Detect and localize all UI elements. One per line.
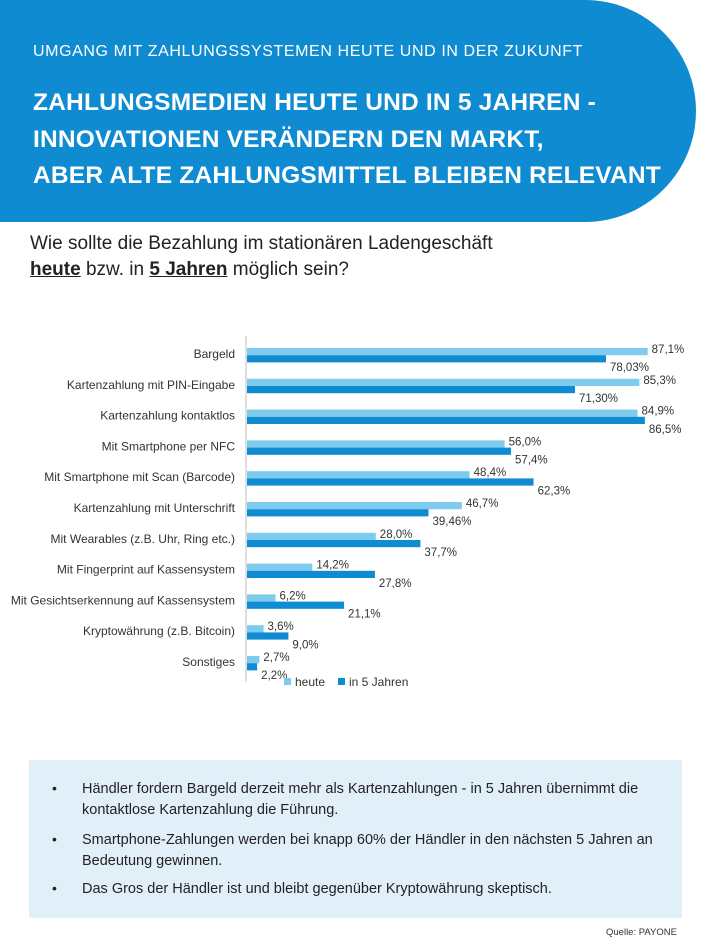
value-label-heute: 87,1% (652, 344, 685, 356)
value-label-in-5-jahren: 27,8% (379, 578, 412, 590)
value-label-heute: 2,7% (263, 652, 289, 664)
legend-label-heute: heute (295, 675, 325, 689)
legend-label-in-5-jahren: in 5 Jahren (349, 675, 408, 689)
bar-heute (247, 656, 260, 664)
bar-heute (247, 625, 264, 633)
value-label-in-5-jahren: 21,1% (348, 609, 381, 621)
source-note: Quelle: PAYONE (606, 927, 677, 938)
bar-in-5-jahren (247, 478, 534, 486)
bar-in-5-jahren (247, 632, 289, 640)
category-label: Mit Wearables (z.B. Uhr, Ring etc.) (51, 532, 236, 546)
bar-heute (247, 440, 505, 448)
finding-3: Das Gros der Händler ist und bleibt gege… (82, 881, 552, 897)
bar-heute (247, 563, 313, 571)
value-label-in-5-jahren: 9,0% (292, 639, 318, 651)
value-label-in-5-jahren: 86,5% (649, 424, 682, 436)
bar-heute (247, 532, 376, 540)
bar-heute (247, 594, 276, 602)
value-label-heute: 6,2% (280, 590, 306, 602)
category-label: Sonstiges (182, 655, 235, 669)
value-label-heute: 84,9% (642, 406, 675, 418)
bar-in-5-jahren (247, 509, 429, 517)
headline-line-1: ZAHLUNGSMEDIEN HEUTE UND IN 5 JAHREN - (33, 89, 596, 116)
value-label-heute: 48,4% (474, 467, 507, 479)
legend-swatch-in-5-jahren (338, 678, 345, 685)
bar-in-5-jahren (247, 355, 606, 363)
category-label: Kartenzahlung kontaktlos (100, 409, 235, 423)
value-label-heute: 3,6% (268, 621, 294, 633)
header-kicker: UMGANG MIT ZAHLUNGSSYSTEMEN HEUTE UND IN… (33, 43, 584, 60)
value-label-in-5-jahren: 2,2% (261, 670, 287, 682)
question-text-3: möglich sein? (227, 259, 349, 280)
value-label-in-5-jahren: 39,46% (433, 516, 472, 528)
value-label-heute: 56,0% (509, 436, 542, 448)
value-label-in-5-jahren: 78,03% (610, 362, 649, 374)
bar-chart: Bargeld 87,1%78,03% Kartenzahlung mit PIN-… (11, 336, 685, 689)
value-label-in-5-jahren: 37,7% (424, 547, 457, 559)
value-label-heute: 14,2% (316, 560, 349, 572)
bar-heute (247, 471, 470, 479)
bar-heute (247, 348, 648, 356)
value-label-in-5-jahren: 57,4% (515, 455, 548, 467)
bar-in-5-jahren (247, 663, 258, 671)
value-label-in-5-jahren: 62,3% (538, 485, 571, 497)
category-label: Mit Gesichtserkennung auf Kassensystem (11, 593, 235, 607)
category-label: Mit Smartphone per NFC (102, 439, 236, 453)
header-banner: UMGANG MIT ZAHLUNGSSYSTEMEN HEUTE UND IN… (0, 0, 696, 222)
legend-swatch-heute (284, 678, 291, 685)
bar-heute (247, 502, 462, 510)
category-label: Mit Fingerprint auf Kassensystem (57, 563, 235, 577)
value-label-in-5-jahren: 71,30% (579, 393, 618, 405)
finding-2: Smartphone-Zahlungen werden bei knapp 60… (82, 832, 653, 869)
question-emphasis-5-years: 5 Jahren (149, 259, 228, 280)
value-label-heute: 46,7% (466, 498, 499, 510)
bar-in-5-jahren (247, 570, 375, 578)
question-text-1: Wie sollte die Bezahlung im stationären … (30, 233, 493, 254)
headline-line-3: ABER ALTE ZAHLUNGSMITTEL BLEIBEN RELEVAN… (33, 162, 661, 189)
bullet-marker-2: • (52, 831, 57, 847)
category-label: Kartenzahlung mit Unterschrift (74, 501, 236, 515)
headline-line-2: INNOVATIONEN VERÄNDERN DEN MARKT, (33, 126, 544, 153)
bullet-marker-3: • (52, 880, 57, 896)
category-label: Kryptowährung (z.B. Bitcoin) (83, 624, 235, 638)
bar-in-5-jahren (247, 447, 512, 455)
key-findings-box: • Händler fordern Bargeld derzeit mehr a… (29, 760, 682, 918)
value-label-heute: 85,3% (643, 375, 676, 387)
value-label-heute: 28,0% (380, 529, 413, 541)
bar-heute (247, 378, 640, 386)
question-text-2: bzw. in (80, 259, 150, 280)
finding-1: Händler fordern Bargeld derzeit mehr als… (82, 781, 639, 818)
bar-heute (247, 409, 638, 417)
category-label: Kartenzahlung mit PIN-Eingabe (67, 378, 235, 392)
survey-question: Wie sollte die Bezahlung im stationären … (30, 231, 680, 283)
bar-in-5-jahren (247, 540, 421, 548)
bar-in-5-jahren (247, 601, 345, 609)
bar-in-5-jahren (247, 386, 575, 394)
bullet-marker-1: • (52, 780, 57, 796)
category-label: Bargeld (194, 347, 235, 361)
category-label: Mit Smartphone mit Scan (Barcode) (44, 470, 235, 484)
question-emphasis-today: heute (30, 259, 81, 280)
bar-in-5-jahren (247, 416, 645, 424)
